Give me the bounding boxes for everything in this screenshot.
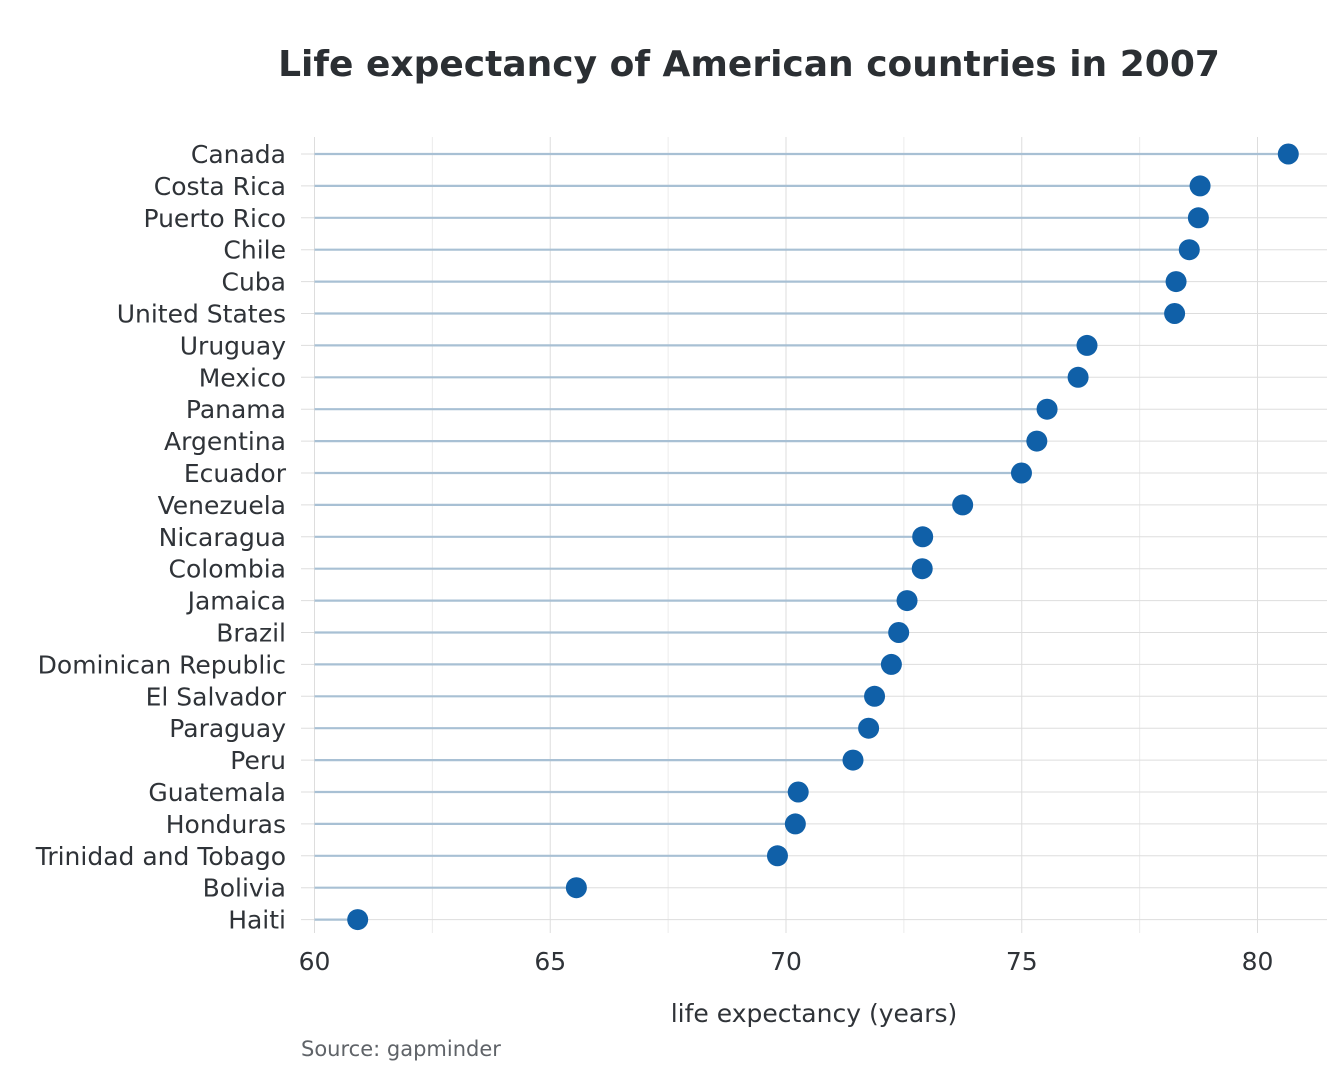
data-point [1010, 462, 1032, 484]
country-label: Brazil [216, 619, 286, 648]
country-label: United States [117, 300, 286, 329]
country-label: Mexico [199, 363, 286, 392]
data-point [565, 877, 587, 899]
chart-title: Life expectancy of American countries in… [278, 44, 1220, 85]
data-point [911, 558, 933, 580]
x-tick-label: 70 [770, 947, 802, 976]
data-point [784, 813, 806, 835]
data-point [1076, 334, 1098, 356]
data-point [880, 653, 902, 675]
data-point [952, 494, 974, 516]
source-caption: Source: gapminder [301, 1037, 501, 1061]
data-point [864, 685, 886, 707]
country-label: Puerto Rico [143, 204, 286, 233]
country-label: Cuba [222, 268, 287, 297]
country-label: Canada [191, 140, 286, 169]
x-tick-label: 80 [1242, 947, 1274, 976]
data-point [912, 526, 934, 548]
data-point [1165, 271, 1187, 293]
point-layer [347, 143, 1299, 931]
stem-layer [314, 152, 1289, 921]
country-label: Guatemala [148, 778, 286, 807]
country-label: Bolivia [203, 874, 286, 903]
x-axis-title: life expectancy (years) [671, 999, 958, 1028]
country-label: Haiti [228, 906, 286, 935]
country-label: Panama [186, 395, 286, 424]
x-axis-ticks: 60 65 70 75 80 [299, 947, 1274, 976]
country-label: Chile [223, 236, 286, 265]
data-point [1164, 303, 1186, 324]
data-point [842, 749, 864, 771]
x-tick-label: 65 [534, 947, 566, 976]
data-point [1178, 239, 1200, 261]
country-label: Trinidad and Tobago [35, 842, 286, 871]
data-point [1036, 398, 1058, 420]
country-label: Colombia [169, 555, 286, 584]
country-label: Ecuador [184, 459, 287, 488]
grid-layer [301, 137, 1327, 933]
data-point [1187, 207, 1209, 229]
x-tick-label: 60 [299, 947, 331, 976]
data-point [888, 622, 910, 643]
data-point [1067, 366, 1089, 388]
country-label: Jamaica [186, 587, 286, 616]
data-point [1026, 430, 1048, 452]
data-point [766, 845, 788, 867]
country-label: Peru [230, 746, 286, 775]
country-label: Uruguay [180, 331, 286, 360]
country-label: Dominican Republic [38, 650, 286, 679]
data-point [1189, 175, 1211, 197]
data-point [858, 717, 880, 739]
country-labels: Canada Costa Rica Puerto Rico Chile Cuba Unit… [35, 140, 287, 935]
country-label: Argentina [164, 427, 286, 456]
data-point [1277, 143, 1299, 165]
country-label: Nicaragua [159, 523, 286, 552]
country-label: Honduras [166, 810, 286, 839]
data-point [896, 590, 918, 612]
country-label: El Salvador [146, 682, 287, 711]
data-point [347, 909, 369, 931]
data-point [787, 781, 809, 803]
x-tick-label: 75 [1006, 947, 1038, 976]
country-label: Venezuela [158, 491, 286, 520]
country-label: Paraguay [169, 714, 286, 743]
country-label: Costa Rica [154, 172, 286, 201]
